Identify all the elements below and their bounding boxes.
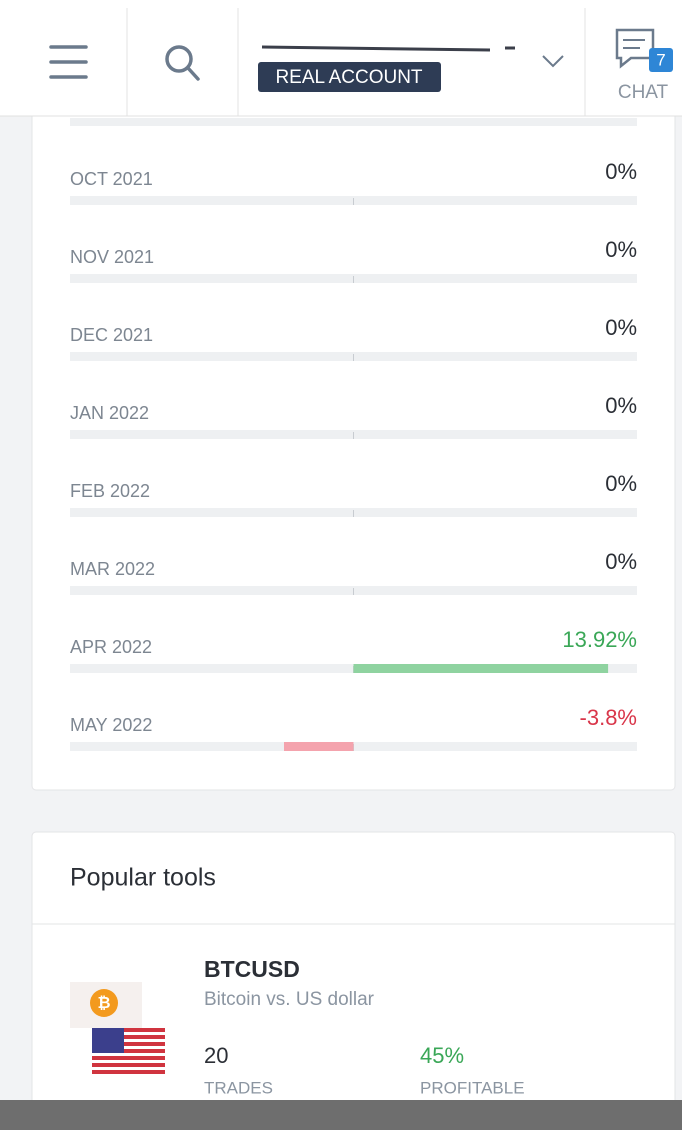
chat-button[interactable]: 7 CHAT (615, 28, 673, 103)
trades-count: 20 (204, 1043, 228, 1068)
return-value: -3.8% (580, 705, 637, 730)
month-label: NOV 2021 (70, 247, 154, 267)
account-type: REAL ACCOUNT (275, 67, 422, 88)
search-icon[interactable] (165, 45, 200, 81)
month-label: OCT 2021 (70, 169, 153, 189)
chevron[interactable] (542, 55, 564, 68)
tools-card (31, 831, 676, 1130)
header (0, 0, 682, 116)
returns-list: OCT 2021 0% NOV 2021 0% DEC 2021 0% JAN 2022 0%… (70, 159, 637, 751)
chat-badge: 7 (656, 50, 665, 69)
return-value: 0% (605, 237, 637, 262)
account-name-redacted (261, 45, 515, 52)
bitcoin-symbol: ₿ (97, 994, 110, 1012)
return-value: 0% (605, 315, 637, 340)
trades-label: TRADES (204, 1078, 273, 1097)
menu-icon[interactable] (49, 45, 88, 79)
profitable-value: 45% (420, 1043, 464, 1068)
return-value: 0% (605, 159, 637, 184)
month-label: JAN 2022 (70, 403, 149, 423)
us-flag (92, 1028, 165, 1076)
return-value: 0% (605, 471, 637, 496)
return-bar (353, 664, 609, 673)
return-bar (283, 742, 354, 751)
tool-description: Bitcoin vs. US dollar (204, 989, 375, 1010)
tools-title: Popular tools (70, 864, 216, 892)
month-label: MAY 2022 (70, 715, 152, 735)
return-value: 0% (605, 549, 637, 574)
account-badge (258, 62, 441, 92)
return-value: 13.92% (562, 627, 637, 652)
profitable-label: PROFITABLE (420, 1078, 525, 1097)
chat-label: CHAT (618, 82, 669, 103)
bitcoin-icon (90, 989, 118, 1017)
month-label: FEB 2022 (70, 481, 150, 501)
bottom-bar (0, 1100, 682, 1130)
tool-symbol: BTCUSD (204, 956, 300, 982)
month-label: MAR 2022 (70, 559, 155, 579)
track (70, 118, 637, 126)
return-value: 0% (605, 393, 637, 418)
month-label: APR 2022 (70, 637, 152, 657)
month-label: DEC 2021 (70, 325, 153, 345)
